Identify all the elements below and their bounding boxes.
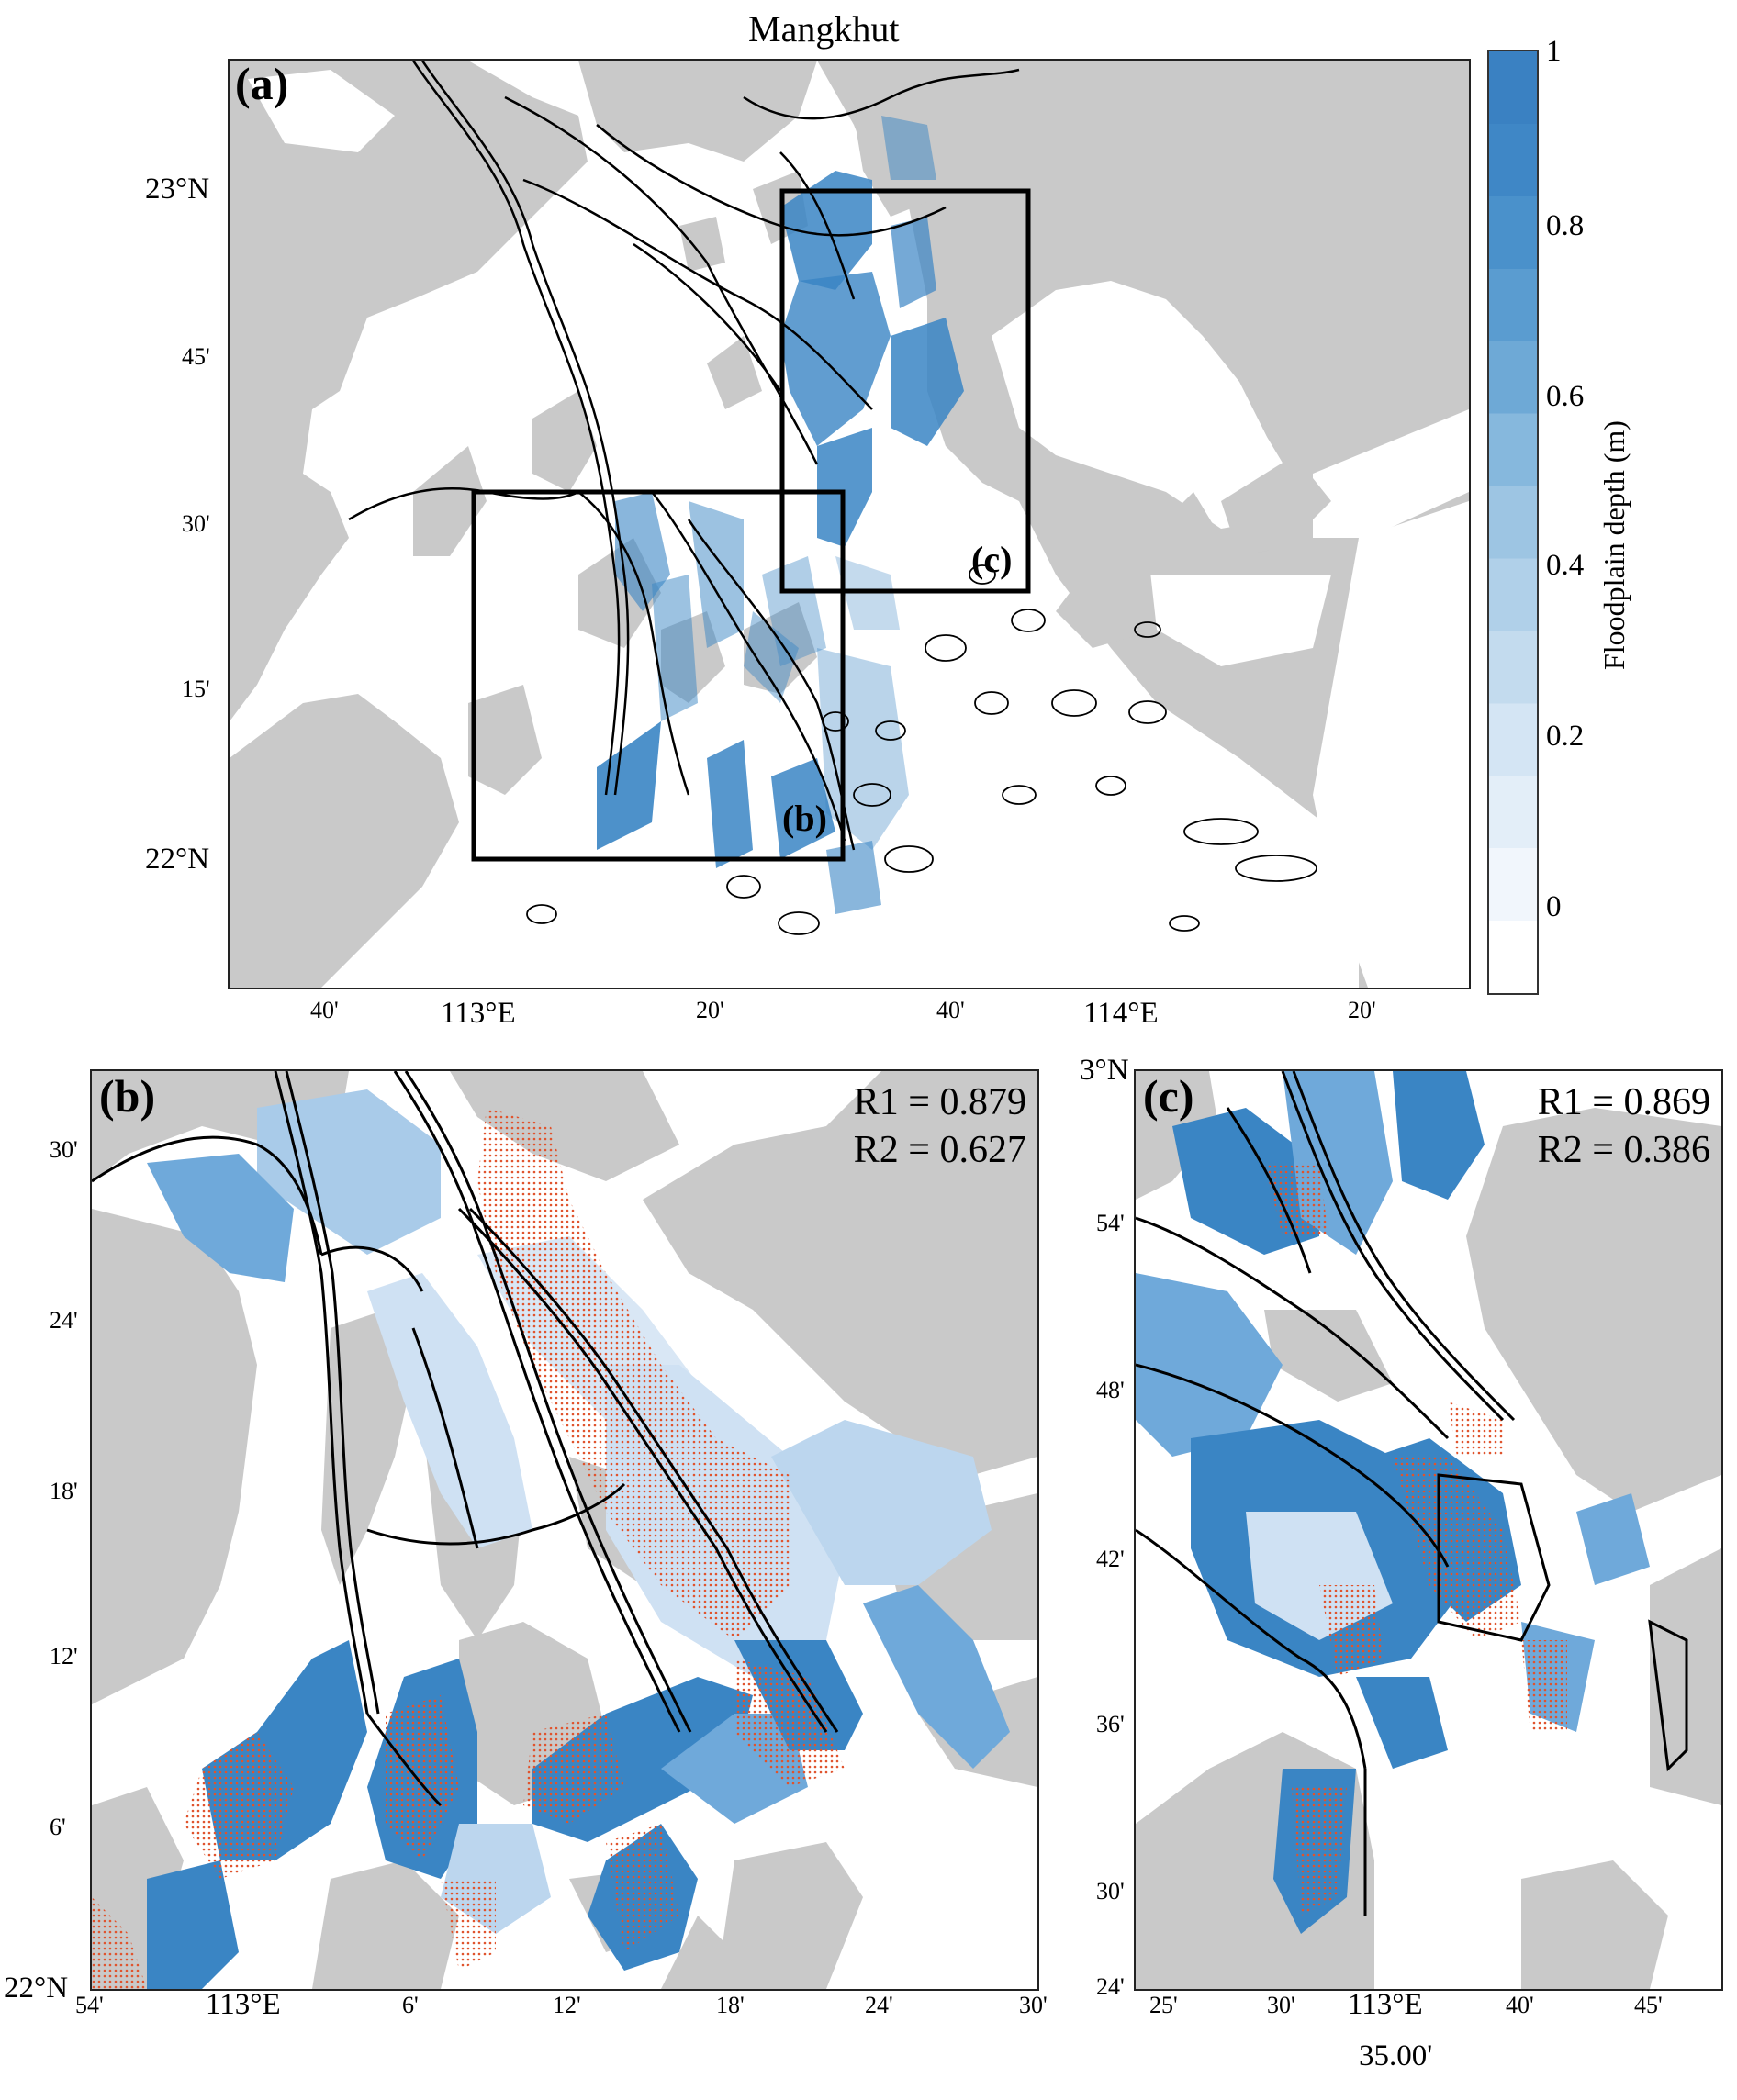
cbar-tick-5: 0.2 [1546,720,1585,753]
b-xtick-6: 24' [865,1992,893,2018]
colorbar-label: Floodplain depth (m) [1597,420,1631,670]
box-label-b: (b) [782,798,827,839]
panel-c-svg [1136,1071,1721,1989]
panel-c-label: (c) [1143,1070,1194,1122]
flood-layer [597,116,964,914]
c-ytick-4: 42' [1096,1546,1125,1572]
panel-b-label: (b) [99,1070,156,1122]
a-ytick-3: 30' [182,510,210,537]
b-xtick-1: 54' [75,1992,104,2018]
cbar-tick-3: 0.6 [1546,380,1585,413]
c-ytick-2: 54' [1096,1210,1125,1236]
cbar-tick-6: 0 [1546,890,1562,923]
b-ytick-1: 30' [50,1136,78,1163]
c-xtick-1: 25' [1149,1992,1178,2018]
panel-b-map: (b) R1 = 0.879 R2 = 0.627 [90,1069,1039,1991]
b-xtick-2: 113°E [206,1988,281,2021]
panel-c-map: (c) R1 = 0.869 R2 = 0.386 [1134,1069,1723,1991]
panel-c-r1: R1 = 0.869 [1537,1081,1710,1123]
inset-box-c [779,188,1031,594]
b-observed-dots [92,1108,845,1989]
a-ytick-2: 45' [182,343,210,370]
box-label-c: (c) [971,539,1013,580]
a-ytick-4: 15' [182,676,210,702]
c-xtick-4: 40' [1506,1992,1534,2018]
b-xtick-4: 12' [553,1992,581,2018]
cbar-tick-1: 1 [1546,35,1562,68]
panel-b-svg [92,1071,1037,1989]
island-outlines [526,564,1317,935]
panel-a-svg [230,61,1469,988]
b-ytick-5: 6' [50,1814,66,1840]
b-xtick-5: 18' [716,1992,745,2018]
a-xtick-1: 40' [310,997,339,1023]
b-rivers [92,1071,839,1807]
c-ytick-1: 3°N [1080,1054,1129,1087]
a-ytick-5: 22°N [145,843,210,876]
panel-b-r-values: R1 = 0.879 R2 = 0.627 [854,1078,1026,1174]
panel-b-r2: R2 = 0.627 [853,1129,1026,1171]
map-title: Mangkhut [748,8,900,50]
a-xtick-2: 113°E [441,997,516,1030]
c-xtick-2: 30' [1267,1992,1295,2018]
c-ytick-5: 36' [1096,1711,1125,1737]
c-xtick-3: 113°E [1348,1988,1423,2021]
cbar-tick-2: 0.8 [1546,209,1585,242]
c-ytick-3: 48' [1096,1377,1125,1403]
b-ytick-6: 22°N [4,1972,69,2005]
panel-b-r1: R1 = 0.879 [853,1081,1026,1123]
b-xtick-3: 6' [402,1992,419,2018]
panel-c-r-values: R1 = 0.869 R2 = 0.386 [1538,1078,1710,1174]
cbar-tick-4: 0.4 [1546,549,1585,582]
b-ytick-2: 24' [50,1307,78,1334]
c-xtick-5: 45' [1634,1992,1663,2018]
c-ytick-6: 30' [1096,1878,1125,1905]
inset-box-b [471,489,846,862]
a-xtick-5: 114°E [1083,997,1159,1030]
a-xtick-4: 40' [936,997,965,1023]
a-xtick-3: 20' [696,997,724,1023]
a-xtick-6: 20' [1348,997,1376,1023]
b-ytick-3: 18' [50,1478,78,1504]
c-rivers [1136,1071,1688,1916]
panel-a-map: (a) (b) (c) [228,59,1471,989]
b-ytick-4: 12' [50,1643,78,1670]
b-xtick-7: 30' [1019,1992,1048,2018]
c-xtick-sub: 35.00' [1359,2039,1433,2072]
colorbar [1487,50,1539,995]
c-observed-dots [1264,1163,1567,1916]
c-ytick-7: 24' [1096,1973,1125,2000]
panel-c-r2: R2 = 0.386 [1537,1129,1710,1171]
panel-a-label: (a) [235,59,289,109]
a-ytick-1: 23°N [145,173,210,206]
